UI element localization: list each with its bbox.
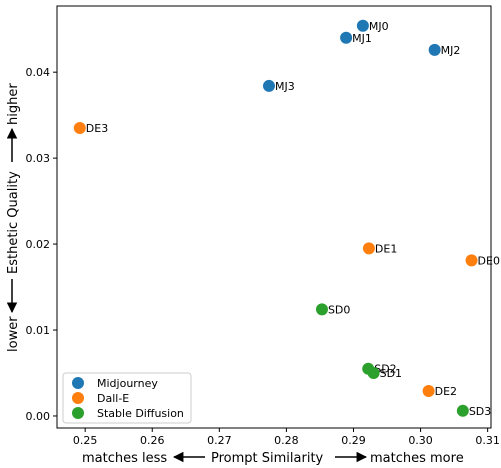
point-label: SD3 xyxy=(469,405,491,418)
x-axis-label-right: matches more xyxy=(370,451,464,466)
data-point xyxy=(428,43,441,56)
y-axis-label-center: Esthetic Quality xyxy=(6,171,21,274)
y-axis-ticks: 0.00 0.01 0.02 0.03 0.04 xyxy=(26,66,57,423)
legend-label: Stable Diffusion xyxy=(97,407,184,420)
x-tick-label: 0.26 xyxy=(140,434,165,447)
point-label: SD2 xyxy=(374,363,396,376)
x-tick-label: 0.29 xyxy=(341,434,366,447)
y-tick-label: 0.02 xyxy=(26,238,51,251)
point-label: MJ3 xyxy=(275,80,295,93)
y-tick-label: 0.01 xyxy=(26,324,51,337)
x-axis-title: matches less Prompt Similarity matches m… xyxy=(82,451,464,466)
point-label: SD0 xyxy=(328,303,350,316)
x-tick-label: 0.31 xyxy=(475,434,500,447)
point-label: DE0 xyxy=(478,254,500,267)
data-point xyxy=(262,79,275,92)
legend-marker xyxy=(72,377,84,389)
plot-frame xyxy=(56,5,492,429)
x-tick-label: 0.30 xyxy=(408,434,433,447)
data-point xyxy=(356,19,369,32)
point-label: DE3 xyxy=(86,122,108,135)
legend-label: Dall-E xyxy=(97,392,129,405)
data-point xyxy=(73,122,86,135)
x-axis-label-center: Prompt Similarity xyxy=(211,451,324,466)
x-tick-label: 0.28 xyxy=(274,434,299,447)
data-point xyxy=(362,242,375,255)
point-label: MJ1 xyxy=(352,32,372,45)
plot-area xyxy=(56,5,492,429)
x-tick-label: 0.25 xyxy=(73,434,98,447)
point-label: MJ0 xyxy=(369,20,389,33)
point-label: SD1 xyxy=(380,367,402,380)
legend: Midjourney Dall-E Stable Diffusion xyxy=(62,372,192,424)
x-axis-ticks: 0.25 0.26 0.27 0.28 0.29 0.30 0.31 xyxy=(73,428,500,447)
y-axis-title: lower Esthetic Quality higher xyxy=(6,83,21,352)
y-tick-label: 0.04 xyxy=(26,66,51,79)
x-tick-label: 0.27 xyxy=(207,434,232,447)
legend-marker xyxy=(72,392,84,404)
x-axis-label-left: matches less xyxy=(82,451,167,466)
point-label: DE1 xyxy=(375,242,397,255)
data-point xyxy=(422,385,435,398)
data-point xyxy=(465,254,478,267)
data-point xyxy=(456,404,469,417)
point-label: MJ2 xyxy=(441,44,461,57)
data-point xyxy=(367,366,380,379)
legend-box xyxy=(62,372,192,424)
point-label: DE2 xyxy=(435,385,457,398)
y-axis-label-low: lower xyxy=(6,316,21,352)
legend-label: Midjourney xyxy=(97,377,158,390)
legend-marker xyxy=(72,407,84,419)
y-tick-label: 0.00 xyxy=(26,410,51,423)
y-axis-label-high: higher xyxy=(6,83,21,125)
y-tick-label: 0.03 xyxy=(26,152,51,165)
data-point xyxy=(340,31,353,44)
data-point xyxy=(315,303,328,316)
